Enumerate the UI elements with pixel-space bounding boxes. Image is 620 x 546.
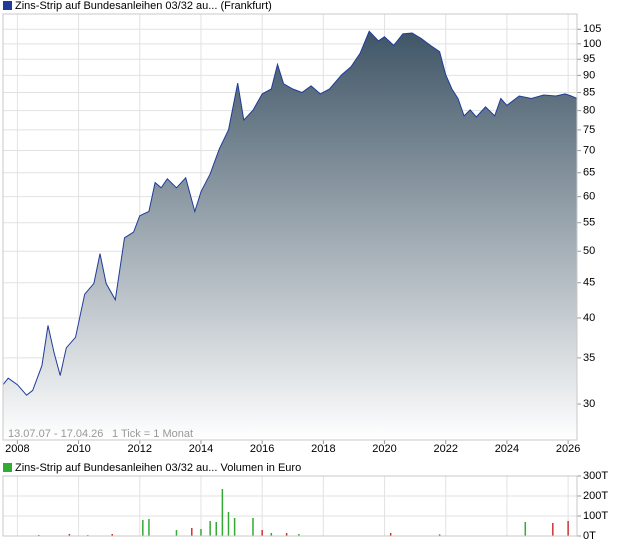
- line: [2, 30, 578, 396]
- bar: [142, 520, 144, 536]
- chart-title: Zins-Strip auf Bundesanleihen 03/32 au..…: [15, 0, 272, 12]
- y-tick-label: 75: [583, 124, 595, 136]
- y-tick-label: 100: [583, 38, 601, 50]
- y-tick-label: 100T: [583, 510, 608, 522]
- bar: [298, 534, 300, 536]
- legend-icon: [3, 463, 12, 472]
- bar: [524, 522, 527, 536]
- y-tick-label: 200T: [583, 490, 608, 502]
- y-tick-label: 85: [583, 86, 595, 98]
- y-tick-label: 55: [583, 217, 595, 229]
- y-tick-label: 35: [583, 352, 595, 364]
- x-tick-label: 2008: [5, 443, 29, 455]
- x-tick-label: 2020: [372, 443, 396, 455]
- annotation: 13.07.07 - 17.04.26: [8, 428, 103, 440]
- y-tick-label: 30: [583, 398, 595, 410]
- bar: [252, 518, 254, 536]
- bar: [270, 533, 273, 536]
- y-tick-label: 50: [583, 245, 595, 257]
- y-tick-label: 70: [583, 144, 595, 156]
- plot-frame: [2, 13, 578, 441]
- area: [3, 31, 577, 441]
- y-tick-label: 60: [583, 191, 595, 203]
- bar: [68, 534, 71, 536]
- bar: [552, 523, 554, 536]
- bar: [200, 529, 202, 536]
- x-tick-label: 2018: [311, 443, 335, 455]
- x-tick-label: 2024: [495, 443, 519, 455]
- bar: [191, 528, 193, 536]
- bar: [221, 489, 224, 536]
- y-tick-label: 90: [583, 69, 595, 81]
- bar: [175, 530, 178, 536]
- bar: [567, 521, 569, 536]
- plot-frame: [2, 475, 578, 537]
- bar: [389, 533, 392, 536]
- bar: [148, 519, 150, 536]
- bar: [438, 534, 441, 536]
- y-tick-label: 45: [583, 277, 595, 289]
- x-tick-label: 2012: [128, 443, 152, 455]
- y-tick-label: 40: [583, 312, 595, 324]
- y-tick-label: 300T: [583, 470, 608, 482]
- legend-icon: [3, 1, 12, 10]
- y-tick-label: 0T: [583, 530, 596, 542]
- x-tick-label: 2022: [433, 443, 457, 455]
- bar: [233, 518, 236, 536]
- x-tick-label: 2014: [189, 443, 213, 455]
- y-tick-label: 95: [583, 53, 595, 65]
- y-tick-label: 65: [583, 167, 595, 179]
- y-tick-label: 80: [583, 105, 595, 117]
- bar: [215, 522, 218, 536]
- chart-title: Zins-Strip auf Bundesanleihen 03/32 au..…: [15, 462, 301, 474]
- bar: [261, 530, 263, 536]
- bar: [209, 521, 211, 536]
- bar: [285, 533, 288, 536]
- bar: [111, 534, 113, 536]
- annotation: 1 Tick = 1 Monat: [112, 428, 193, 440]
- x-tick-label: 2026: [556, 443, 580, 455]
- bar: [227, 512, 230, 536]
- y-tick-label: 105: [583, 23, 601, 35]
- x-tick-label: 2010: [66, 443, 90, 455]
- x-tick-label: 2016: [250, 443, 274, 455]
